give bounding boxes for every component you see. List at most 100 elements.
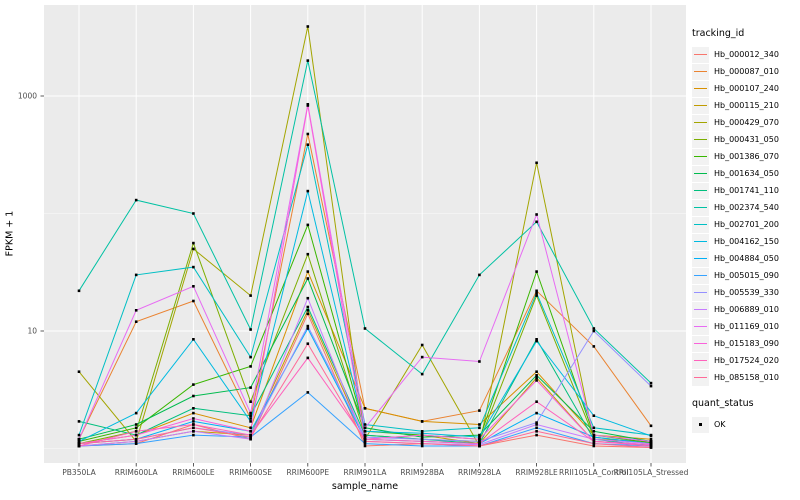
y-tick-label: 1000 [18, 92, 37, 101]
data-point [649, 434, 653, 438]
data-point [249, 435, 252, 439]
data-point [134, 426, 138, 430]
data-point [192, 338, 195, 341]
data-point [134, 320, 138, 323]
ok-point-key-icon [692, 416, 709, 433]
legend-item-label: Hb_000012_340 [714, 50, 779, 59]
data-point [535, 370, 538, 373]
data-point [134, 442, 138, 445]
data-point [535, 421, 538, 424]
data-point [134, 433, 138, 437]
legend-item-label: Hb_000115_210 [714, 101, 779, 110]
x-tick-label: RRIM928LE [515, 468, 558, 477]
legend-item-label: Hb_001386_070 [714, 152, 779, 161]
legend-item-label: Hb_004884_050 [714, 254, 779, 263]
data-point [306, 342, 310, 345]
data-point [535, 433, 538, 437]
data-point [535, 411, 538, 415]
data-point [134, 411, 138, 415]
data-point [134, 198, 138, 202]
data-point [306, 305, 310, 309]
data-point [363, 433, 367, 437]
data-point [363, 327, 367, 330]
data-point [249, 417, 252, 420]
data-point [249, 365, 252, 368]
data-point [192, 417, 195, 420]
y-tick-label: 10 [27, 327, 37, 336]
legend-item-Hb_005015_090: Hb_005015_090 [692, 267, 798, 284]
data-point [134, 440, 138, 443]
data-point [592, 327, 596, 330]
data-point [420, 440, 424, 443]
data-point [420, 444, 424, 448]
data-point [134, 273, 138, 277]
data-point [134, 430, 138, 433]
data-point [77, 289, 81, 293]
data-point [306, 312, 310, 316]
legend-item-label: Hb_000087_010 [714, 67, 779, 76]
data-point [363, 407, 367, 410]
data-point [192, 299, 195, 303]
data-point [192, 430, 195, 433]
data-point [535, 379, 538, 382]
data-point [192, 285, 195, 288]
legend-item-Hb_000107_240: Hb_000107_240 [692, 80, 798, 97]
data-point [249, 294, 252, 297]
data-point [192, 407, 195, 410]
data-point [363, 437, 367, 441]
data-point [478, 360, 481, 363]
data-point [535, 213, 538, 216]
data-point [306, 223, 310, 227]
data-point [249, 328, 252, 331]
x-tick-label: RRII105LA_Control [559, 468, 629, 477]
data-point [592, 329, 596, 333]
data-point [649, 437, 653, 441]
data-point [306, 59, 310, 62]
data-point [420, 343, 424, 347]
data-point [592, 440, 596, 443]
legend-line-key-icon [692, 148, 709, 165]
data-point [192, 433, 195, 437]
data-point [649, 444, 653, 448]
data-point [649, 381, 653, 385]
data-point [306, 296, 310, 300]
data-point [134, 309, 138, 312]
data-point [134, 437, 138, 441]
data-point [192, 265, 195, 269]
legend-item-Hb_017524_020: Hb_017524_020 [692, 352, 798, 369]
legend-item-label: Hb_000431_050 [714, 135, 779, 144]
data-point [592, 435, 596, 439]
legend-item-Hb_001386_070: Hb_001386_070 [692, 148, 798, 165]
legend-item-label: Hb_006889_010 [714, 305, 779, 314]
y-axis-title: FPKM + 1 [4, 210, 16, 257]
data-point [535, 220, 538, 224]
data-point [363, 430, 367, 433]
legend-item-Hb_002701_200: Hb_002701_200 [692, 216, 798, 233]
x-tick-label: RRIM600PE [286, 468, 329, 477]
data-point [420, 437, 424, 441]
data-point [592, 345, 596, 348]
legend-line-key-icon [692, 46, 709, 63]
data-point [535, 426, 538, 430]
data-point [535, 291, 538, 295]
legend-item-label: Hb_085158_010 [714, 373, 779, 382]
data-point [478, 437, 481, 441]
data-point [249, 411, 252, 415]
legend-item-label: Hb_005539_330 [714, 288, 779, 297]
data-point [249, 430, 252, 433]
data-point [478, 273, 481, 277]
legend-item-label: Hb_015183_090 [714, 339, 779, 348]
data-point [363, 440, 367, 443]
data-point [306, 324, 310, 328]
legend-item-label: Hb_002374_540 [714, 203, 779, 212]
data-point [306, 391, 310, 394]
legend-item-Hb_000087_010: Hb_000087_010 [692, 63, 798, 80]
data-point [420, 372, 424, 376]
data-point [535, 294, 538, 297]
data-point [478, 409, 481, 412]
data-point [306, 132, 310, 136]
legend-item-Hb_011169_010: Hb_011169_010 [692, 318, 798, 335]
legend: tracking_id Hb_000012_340 Hb_000087_010 Hb… [692, 28, 798, 433]
data-point [420, 430, 424, 433]
